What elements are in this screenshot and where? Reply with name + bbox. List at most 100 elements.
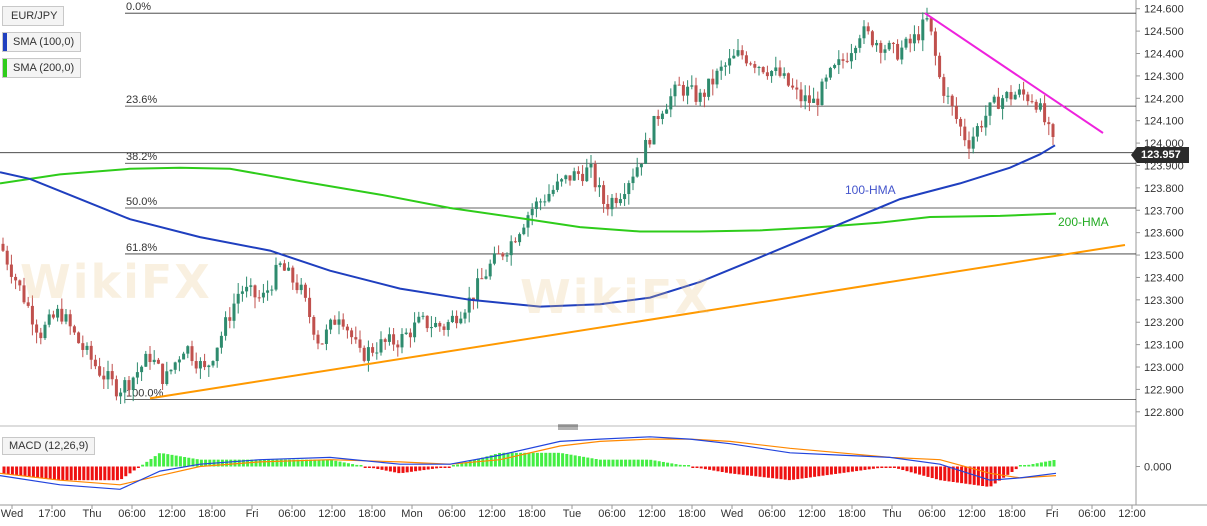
candle-body [908,38,912,44]
macd-histogram-bar [132,466,136,471]
candle-body [900,47,904,60]
price-tick-label: 123.800 [1144,183,1184,195]
candle-body [182,353,186,360]
candle-body [278,263,282,265]
candle-body [509,241,513,256]
candle-body [123,380,127,393]
candle-body [43,324,47,339]
candle-body [1026,94,1030,102]
candle-body [967,140,971,149]
candle-body [22,285,26,303]
macd-histogram-bar [855,466,859,472]
macd-histogram-bar [439,466,443,468]
macd-histogram-bar [796,466,800,480]
macd-histogram-bar [300,459,304,467]
macd-histogram-bar [821,466,825,476]
macd-histogram-bar [611,459,615,467]
candle-body [316,334,320,344]
macd-histogram-bar [36,466,40,478]
macd-histogram-bar [804,466,808,478]
macd-histogram-bar [393,466,397,473]
macd-histogram-bar [670,463,674,467]
candle-body [539,201,543,203]
macd-histogram-bar [779,466,783,480]
macd-histogram-bar [451,465,455,467]
time-tick-label: Fri [246,508,259,520]
price-tick-label: 124.400 [1144,49,1184,61]
candle-body [375,352,379,354]
candle-body [1001,98,1005,109]
candle-body [77,332,81,344]
time-tick-label: 18:00 [198,508,226,520]
macd-histogram-bar [225,459,229,467]
macd-histogram-bar [615,459,619,467]
macd-histogram-bar [586,457,590,467]
macd-histogram-bar [73,466,77,481]
candle-body [1009,92,1013,100]
candle-body [681,85,685,96]
legend-sma200[interactable]: SMA (200,0) [2,58,82,78]
candle-body [266,290,270,293]
macd-histogram-bar [720,466,724,473]
macd-histogram-bar [699,466,703,469]
macd-histogram-bar [204,459,208,467]
candle-body [177,359,181,363]
macd-histogram-bar [792,466,796,480]
macd-histogram-bar [271,459,275,467]
candle-body [627,183,631,195]
macd-histogram-bar [1027,464,1031,467]
price-tick-label: 122.900 [1144,384,1184,396]
candle-body [198,361,202,369]
fib-level-label: 100.0% [126,387,164,399]
candle-body [396,344,400,348]
candle-body [417,316,421,323]
candle-body [1017,89,1021,95]
candle-body [1,243,5,251]
candle-body [81,343,85,350]
macd-histogram-bar [922,466,926,476]
candle-body [194,361,198,369]
macd-histogram-bar [57,466,61,481]
candle-body [392,334,396,345]
candle-body [224,317,228,336]
candle-body [719,66,723,71]
time-tick-label: 06:00 [438,508,466,520]
macd-histogram-bar [808,466,812,478]
candle-body [152,359,156,363]
macd-histogram-bar [430,466,434,469]
macd-histogram-bar [464,462,468,467]
candle-body [854,47,858,54]
hma100-label: 100-HMA [845,183,896,197]
time-tick-label: Thu [883,508,902,520]
macd-histogram-bar [141,464,145,467]
price-tick-label: 123.500 [1144,250,1184,262]
macd-histogram-bar [687,465,691,467]
macd-histogram-bar [166,454,170,467]
macd-histogram-bar [1035,463,1039,467]
time-tick-label: 06:00 [118,508,146,520]
macd-histogram-bar [258,459,262,467]
macd-histogram-bar [183,457,187,467]
legend-sma100[interactable]: SMA (100,0) [2,32,82,52]
candle-body [698,92,702,102]
candle-body [287,267,291,271]
macd-histogram-bar [657,461,661,467]
candle-body [127,380,131,391]
macd-histogram-bar [1031,464,1035,467]
candle-body [841,59,845,61]
candle-body [904,38,908,48]
macd-histogram-bar [174,455,178,467]
macd-histogram-bar [729,466,733,474]
candle-body [505,255,509,257]
macd-histogram-bar [31,466,35,478]
macd-histogram-bar [90,466,94,481]
candle-body [602,185,606,204]
candle-body [656,116,660,120]
price-tick-label: 122.800 [1144,407,1184,419]
time-tick-label: Wed [1,508,23,520]
macd-histogram-bar [733,466,737,474]
macd-histogram-bar [955,466,959,483]
macd-histogram-bar [561,453,565,467]
